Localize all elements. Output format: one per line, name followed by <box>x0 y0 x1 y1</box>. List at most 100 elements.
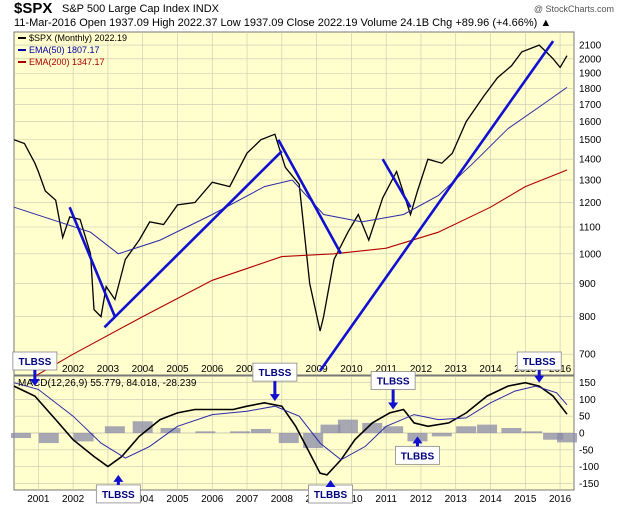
callout-label: TLBSS <box>377 377 410 388</box>
price-xtick-label: 2011 <box>375 364 397 375</box>
macd-xtick-label: 2006 <box>201 494 224 505</box>
histogram-bar <box>104 426 125 433</box>
price-ytick-label: 1900 <box>579 69 602 80</box>
histogram-bar <box>501 427 522 433</box>
histogram-bar <box>557 433 578 443</box>
callout-arrowhead <box>113 474 124 482</box>
macd-xtick-label: 2012 <box>410 494 433 505</box>
price-ytick-label: 1300 <box>579 176 602 187</box>
price-ytick-label: 1800 <box>579 84 602 95</box>
macd-xtick-label: 2007 <box>236 494 259 505</box>
price-xtick-label: 2007 <box>236 364 259 375</box>
histogram-bar <box>278 433 299 444</box>
callout-arrowhead <box>388 402 399 410</box>
histogram-bar <box>362 422 383 433</box>
macd-xtick-label: 2008 <box>271 494 294 505</box>
macd-xtick-label: 2014 <box>479 494 502 505</box>
price-ytick-label: 1100 <box>579 222 601 233</box>
price-ytick-label: 2100 <box>579 41 602 52</box>
histogram-bar <box>38 433 59 444</box>
histogram-bar <box>477 424 498 433</box>
macd-ytick-label: 0 <box>579 429 585 440</box>
index-name: S&P 500 Large Cap Index <box>62 3 190 15</box>
price-line <box>13 44 568 332</box>
price-ytick-label: 800 <box>579 312 596 323</box>
macd-label: MACD(12,26,9) 55.779, 84.018, -28.239 <box>18 378 197 389</box>
price-xtick-label: 2003 <box>97 364 120 375</box>
callout-arrowhead <box>325 479 336 487</box>
ema50-line <box>13 86 568 255</box>
price-ytick-label: 2000 <box>579 54 602 65</box>
callout-arrowhead <box>29 379 40 387</box>
price-plot-area <box>13 31 575 376</box>
macd-ytick-label: -50 <box>579 445 594 456</box>
price-ytick-label: 1000 <box>579 249 602 260</box>
histogram-bar <box>303 433 324 449</box>
histogram-bar <box>320 424 341 433</box>
macd-panel: 2001200220032004200520062007200820092010… <box>10 375 599 505</box>
histogram-bar <box>10 433 31 439</box>
chart-symbol: $SPX <box>14 0 53 17</box>
ema200-line <box>13 169 568 389</box>
histogram-bar <box>230 431 251 433</box>
price-xtick-label: 2006 <box>201 364 224 375</box>
price-ytick-label: 1700 <box>579 100 602 111</box>
macd-xtick-label: 2013 <box>445 494 468 505</box>
macd-xtick-label: 2015 <box>514 494 537 505</box>
trendline <box>319 40 555 372</box>
price-ytick-label: 700 <box>579 350 596 361</box>
price-ytick-label: 1600 <box>579 117 602 128</box>
price-ytick-label: 900 <box>579 279 596 290</box>
callout-label: TLBBS <box>314 490 348 501</box>
histogram-bar <box>73 433 94 442</box>
exchange-label: INDX <box>192 3 219 15</box>
macd-ytick-label: -150 <box>579 479 599 490</box>
histogram-bar <box>522 431 543 433</box>
callout-label: TLBSS <box>102 490 135 501</box>
watermark: @ StockCharts.com <box>533 4 614 14</box>
callout-label: TLBBS <box>401 451 435 462</box>
price-xtick-label: 2009 <box>305 364 328 375</box>
macd-xtick-label: 2016 <box>549 494 572 505</box>
macd-xtick-label: 2005 <box>166 494 189 505</box>
callout-arrowhead <box>269 394 280 402</box>
price-xtick-label: 2002 <box>62 364 85 375</box>
price-xtick-label: 2004 <box>132 364 155 375</box>
price-ytick-label: 1500 <box>579 135 602 146</box>
histogram-bar <box>250 428 271 433</box>
callout-label: TLBSS <box>523 357 556 368</box>
trendline <box>68 206 117 318</box>
price-xtick-label: 2014 <box>479 364 502 375</box>
macd-xtick-label: 2002 <box>62 494 85 505</box>
trendline <box>381 158 412 208</box>
macd-xtick-label: 2001 <box>27 494 50 505</box>
signal-line <box>13 382 568 461</box>
callout-arrowhead <box>534 375 545 383</box>
callout-label: TLBSS <box>258 368 291 379</box>
macd-ytick-label: 50 <box>579 412 591 423</box>
macd-xtick-label: 2011 <box>375 494 397 505</box>
histogram-bar <box>431 433 452 437</box>
histogram-bar <box>195 431 216 433</box>
histogram-bar <box>160 427 181 433</box>
price-xtick-label: 2010 <box>340 364 363 375</box>
price-panel: 2002200320042005200620072008200920102011… <box>13 31 602 389</box>
legend-entry: $SPX (Monthly) 2022.19 <box>29 33 127 43</box>
histogram-bar <box>132 421 153 433</box>
macd-xtick-label: 2004 <box>132 494 155 505</box>
callout-arrowhead <box>412 436 423 444</box>
price-xtick-label: 2013 <box>445 364 468 375</box>
histogram-bar <box>337 419 358 433</box>
price-ytick-label: 1400 <box>579 155 602 166</box>
price-ytick-label: 1200 <box>579 198 602 209</box>
macd-line <box>13 381 568 476</box>
quote-line: 11-Mar-2016 Open 1937.09 High 2022.37 Lo… <box>14 17 552 29</box>
price-xtick-label: 2005 <box>166 364 189 375</box>
legend-entry: EMA(200) 1347.17 <box>29 57 105 67</box>
trendline <box>103 150 283 329</box>
macd-ytick-label: 150 <box>579 378 596 389</box>
legend-entry: EMA(50) 1807.17 <box>29 45 100 55</box>
overlay-layer: TLBSS TLBSS TLBSS TLBBS TLBSS TLBBS TLBSS <box>12 351 562 504</box>
macd-ytick-label: 100 <box>579 395 596 406</box>
